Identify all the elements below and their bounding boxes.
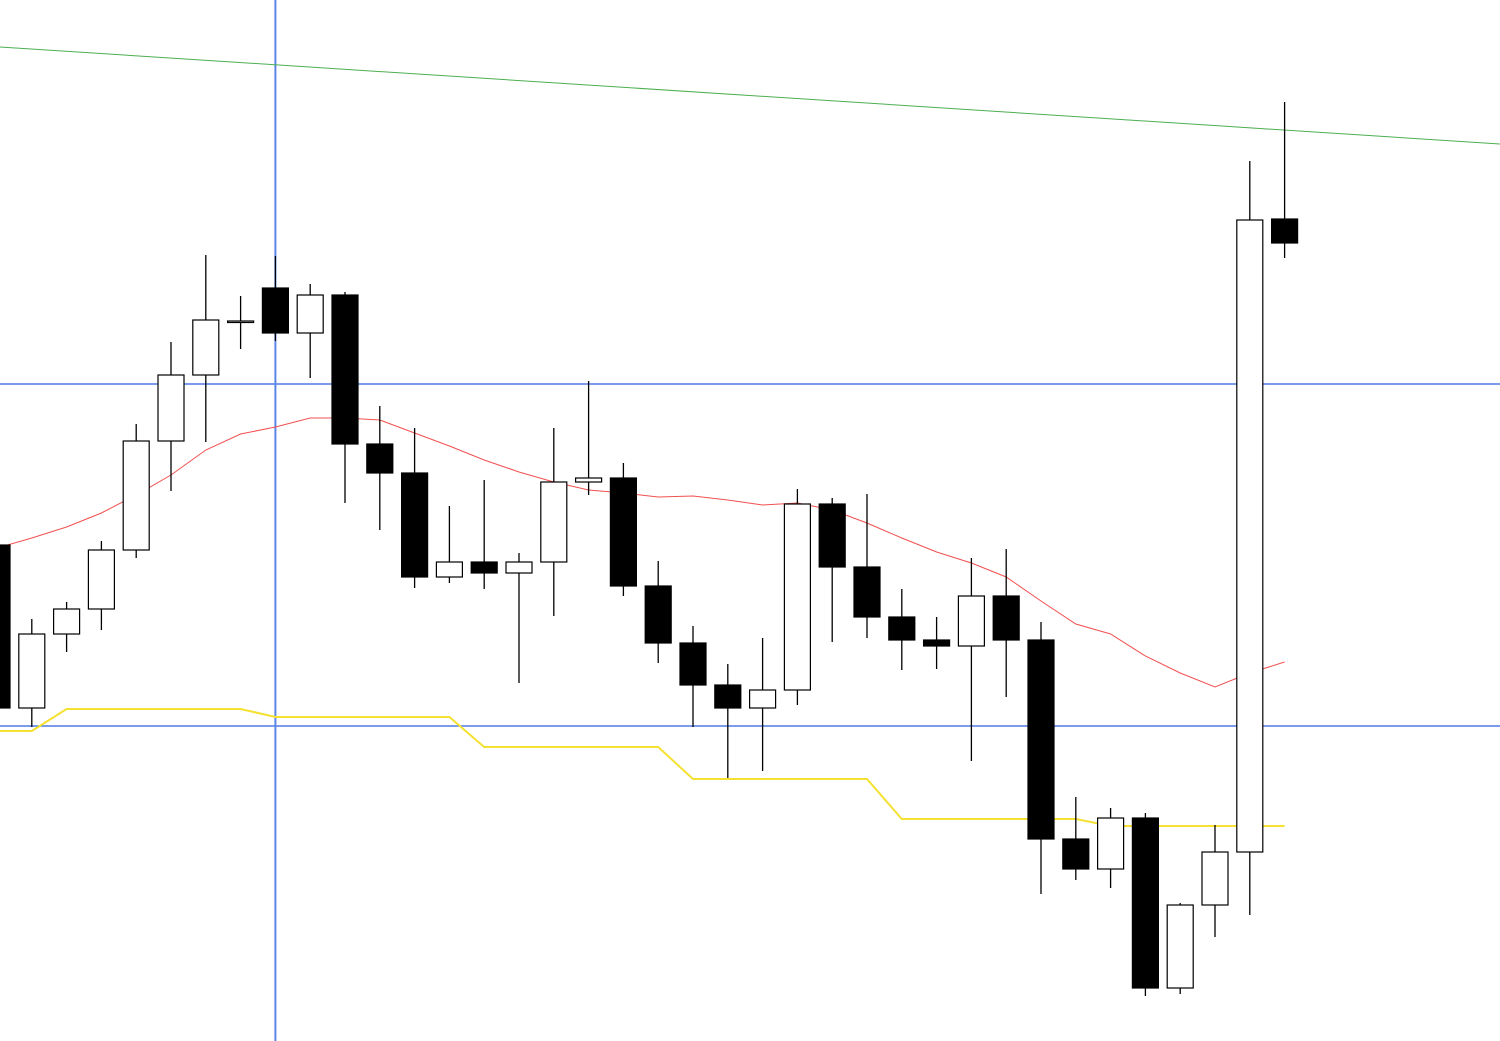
candle-body [714, 684, 742, 709]
candle-body [0, 544, 11, 709]
candle-body [52, 608, 81, 635]
candle-body [540, 481, 568, 563]
candle-body [679, 642, 707, 686]
candle-body [1166, 904, 1194, 989]
trend-line [0, 46, 1500, 145]
candle-body [1062, 838, 1090, 870]
candle-body [1131, 817, 1160, 989]
candle-body [331, 294, 359, 445]
candle-body [87, 549, 116, 610]
candle-body [748, 689, 777, 709]
candle-body [888, 616, 916, 641]
candle-body [853, 566, 881, 618]
candle-body [1270, 218, 1299, 244]
candle-body [122, 440, 150, 551]
candle-body [609, 477, 638, 587]
candle-body [261, 287, 289, 334]
candle-body [922, 639, 951, 647]
candle-body [574, 477, 603, 483]
candle-body [1027, 639, 1055, 840]
candle-body [505, 561, 533, 574]
candle-body [18, 633, 46, 709]
candle-body [1201, 851, 1229, 906]
candle-body [1236, 219, 1264, 853]
candle-body [366, 443, 394, 474]
candle-body [957, 595, 986, 647]
candle-body [435, 561, 463, 578]
indicator-line [0, 417, 1285, 688]
candle-body [401, 472, 429, 578]
candle-body [992, 595, 1020, 641]
candle-body [644, 585, 672, 644]
candle-body [818, 503, 846, 568]
candle-body [470, 561, 498, 574]
candle-body [157, 374, 185, 442]
indicator-line [0, 708, 1285, 827]
candle-body [783, 503, 812, 691]
candle-body [296, 294, 324, 334]
candle-body [192, 319, 220, 376]
candle-body [227, 320, 255, 324]
candle-body [1096, 817, 1125, 870]
